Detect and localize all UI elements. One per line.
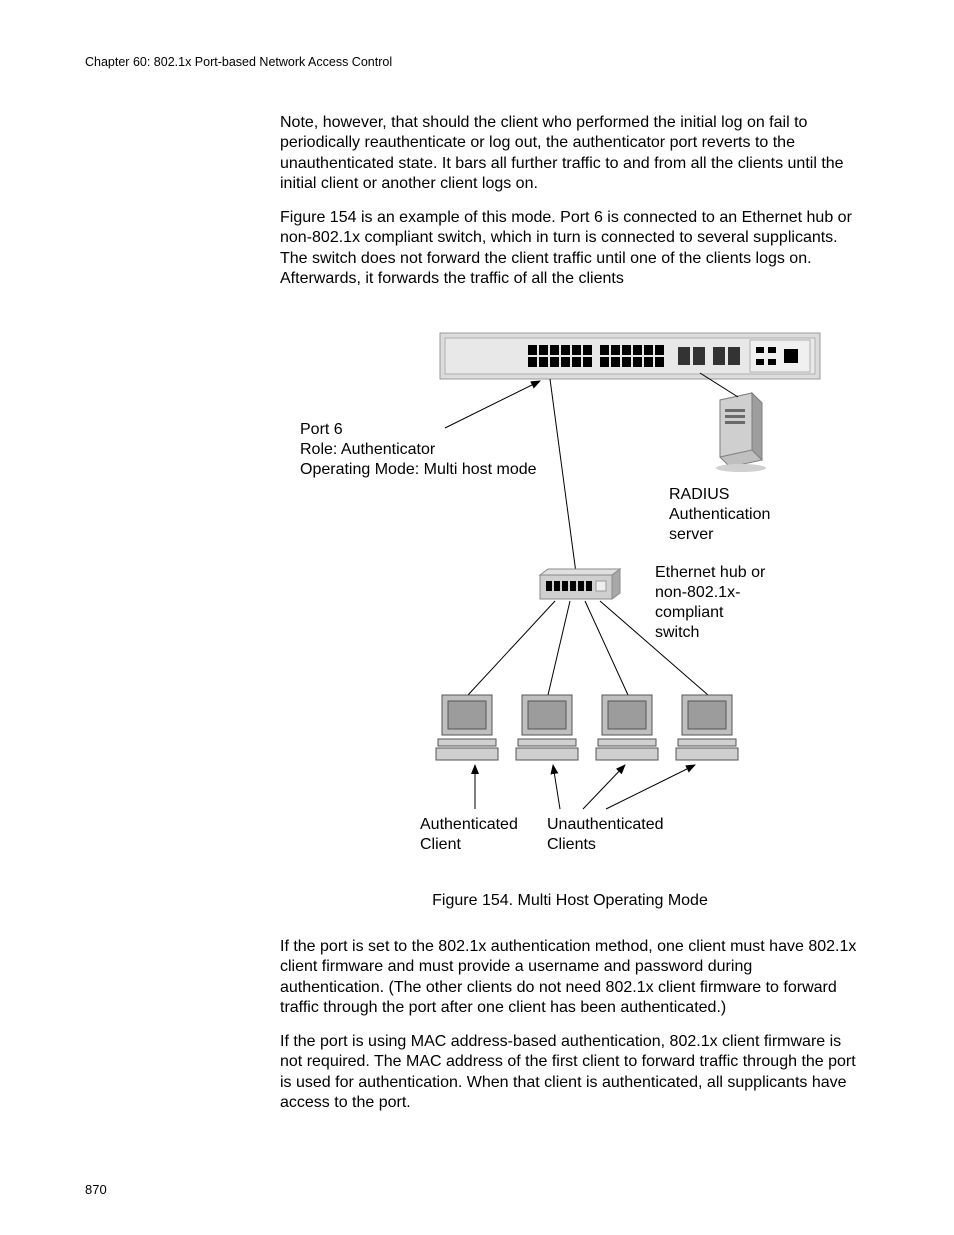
paragraph-2: Figure 154 is an example of this mode. P… bbox=[280, 208, 860, 290]
client-1-icon bbox=[436, 695, 498, 760]
arrow-unauth-c2 bbox=[553, 765, 560, 809]
line-hub-client1 bbox=[468, 601, 555, 695]
server-icon bbox=[716, 393, 766, 472]
paragraph-1: Note, however, that should the client wh… bbox=[280, 113, 860, 195]
line-hub-client3 bbox=[585, 601, 628, 695]
client-2-icon bbox=[516, 695, 578, 760]
client-4-icon bbox=[676, 695, 738, 760]
paragraph-4: If the port is using MAC address-based a… bbox=[280, 1032, 860, 1114]
hub-icon bbox=[540, 569, 620, 599]
line-hub-client2 bbox=[548, 601, 570, 695]
switch-icon bbox=[440, 333, 820, 379]
chapter-header: Chapter 60: 802.1x Port-based Network Ac… bbox=[85, 55, 392, 69]
paragraph-3: If the port is set to the 802.1x authent… bbox=[280, 937, 860, 1019]
label-auth-client: AuthenticatedClient bbox=[420, 815, 560, 855]
figure-caption: Figure 154. Multi Host Operating Mode bbox=[280, 892, 860, 910]
label-hub: Ethernet hub ornon-802.1x-compliantswitc… bbox=[655, 563, 815, 643]
label-unauth-clients: UnauthenticatedClients bbox=[547, 815, 707, 855]
label-radius: RADIUSAuthenticationserver bbox=[669, 485, 829, 545]
label-port6: Port 6Role: AuthenticatorOperating Mode:… bbox=[300, 420, 580, 480]
client-3-icon bbox=[596, 695, 658, 760]
page: Chapter 60: 802.1x Port-based Network Ac… bbox=[0, 0, 954, 1235]
page-number: 870 bbox=[85, 1182, 107, 1197]
